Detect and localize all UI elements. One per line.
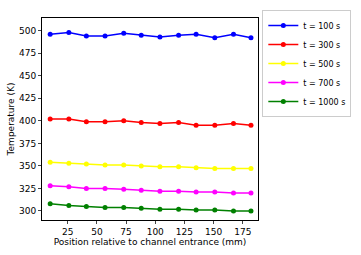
svg-text:t = 100 s: t = 100 s [303, 22, 340, 31]
svg-text:175: 175 [234, 227, 251, 237]
svg-text:100: 100 [147, 227, 164, 237]
svg-text:375: 375 [19, 139, 36, 149]
svg-text:125: 125 [176, 227, 193, 237]
svg-text:475: 475 [19, 48, 36, 58]
svg-text:t = 700 s: t = 700 s [303, 79, 340, 88]
svg-text:75: 75 [120, 227, 131, 237]
svg-text:500: 500 [19, 26, 36, 36]
svg-text:25: 25 [62, 227, 73, 237]
svg-text:300: 300 [19, 206, 36, 216]
svg-text:350: 350 [19, 161, 36, 171]
svg-text:150: 150 [205, 227, 222, 237]
svg-text:t = 300 s: t = 300 s [303, 41, 340, 50]
svg-text:50: 50 [91, 227, 103, 237]
svg-text:425: 425 [19, 93, 36, 103]
svg-text:t = 500 s: t = 500 s [303, 60, 340, 69]
svg-text:Position relative to channel e: Position relative to channel entrance (m… [54, 237, 247, 247]
svg-text:Temperature (K): Temperature (K) [6, 83, 16, 157]
svg-text:t = 1000 s: t = 1000 s [303, 98, 345, 107]
svg-text:325: 325 [19, 184, 36, 194]
svg-text:400: 400 [19, 116, 36, 126]
svg-text:450: 450 [19, 71, 36, 81]
